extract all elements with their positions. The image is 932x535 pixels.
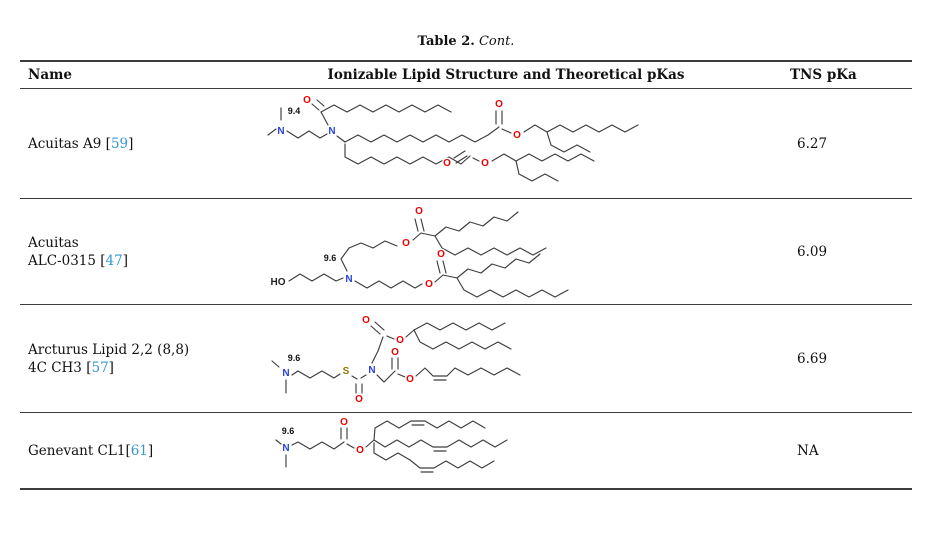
pka-label: 9.4 — [288, 106, 301, 116]
citation: [61] — [125, 443, 153, 459]
citation-number[interactable]: 61 — [130, 442, 148, 459]
citation-bracket: [ — [105, 135, 111, 152]
lipid-structure-cell: HO 9.6 N O O O O — [252, 201, 760, 303]
oxygen-atom: O — [396, 335, 404, 346]
oxygen-atom: O — [513, 130, 521, 141]
lipid-structure-cell: N 9.4 N O O O O O — [252, 94, 760, 194]
oxygen-atom: O — [415, 206, 423, 217]
lipid-name: Genevant CL1[61] — [20, 442, 252, 460]
oxygen-atom: O — [340, 417, 348, 428]
table-row: Genevant CL1[61] 9.6 N O O — [20, 413, 912, 488]
pka-label: 9.6 — [288, 353, 301, 363]
header-structure: Ionizable Lipid Structure and Theoretica… — [327, 67, 685, 83]
oxygen-atom: O — [437, 249, 445, 260]
header-tns-pka: TNS pKa — [790, 67, 857, 83]
pka-label: 9.6 — [282, 426, 295, 436]
lipid-name-text: ALC-0315 — [28, 252, 101, 269]
lipid-structure-cell: N 9.6 S O N O O O O — [252, 309, 760, 409]
tns-pka-value: NA — [797, 442, 819, 459]
oxygen-atom: O — [495, 99, 503, 110]
citation-bracket: ] — [122, 252, 129, 269]
sulfur-atom: S — [343, 366, 350, 377]
oxygen-atom: O — [356, 445, 364, 456]
lipid-structure-arcturus: N 9.6 S O N O O O O — [271, 313, 521, 406]
citation-bracket: [ — [100, 252, 106, 269]
lipid-name: Acuitas A9 [59] — [20, 135, 252, 153]
lipid-name-text: Acuitas — [28, 234, 79, 251]
citation-number[interactable]: 57 — [91, 359, 109, 376]
oxygen-atom: O — [406, 374, 414, 385]
oxygen-atom: O — [443, 158, 451, 169]
lipid-table: Name Ionizable Lipid Structure and Theor… — [20, 60, 912, 490]
tns-pka-value: 6.27 — [797, 135, 828, 152]
citation: [57] — [86, 360, 114, 376]
lipid-structure-cl1: 9.6 N O O — [275, 415, 508, 473]
row-separator-rule — [20, 412, 912, 413]
lipid-name-text: Genevant CL1 — [28, 442, 126, 459]
table-caption-cont: Cont. — [478, 34, 515, 49]
lipid-structure-alc0315: HO 9.6 N O O O O — [269, 204, 569, 298]
lipid-name-text: Arcturus Lipid 2,2 (8,8) — [28, 341, 190, 358]
lipid-name-text: Acuitas A9 — [28, 135, 106, 152]
citation-bracket: ] — [147, 442, 154, 459]
nitrogen-atom: N — [368, 365, 375, 376]
table-row: Arcturus Lipid 2,2 (8,8) 4C CH3 [57] N 9… — [20, 305, 912, 412]
table-header-row: Name Ionizable Lipid Structure and Theor… — [20, 62, 912, 88]
hydroxyl-group: HO — [271, 277, 286, 288]
oxygen-atom: O — [425, 279, 433, 290]
lipid-name: Arcturus Lipid 2,2 (8,8) 4C CH3 [57] — [20, 341, 252, 377]
citation-bracket: [ — [86, 359, 92, 376]
nitrogen-atom: N — [277, 126, 284, 137]
oxygen-atom: O — [391, 347, 399, 358]
oxygen-atom: O — [362, 315, 370, 326]
citation-number[interactable]: 47 — [105, 252, 123, 269]
lipid-structure-a9: N 9.4 N O O O O O — [267, 94, 639, 182]
tns-pka-value: 6.09 — [797, 243, 828, 260]
nitrogen-atom: N — [282, 443, 289, 454]
table-bottom-rule — [20, 488, 912, 490]
table-caption: Table 2. Cont. — [0, 34, 932, 49]
row-separator-rule — [20, 198, 912, 199]
paper-page: Table 2. Cont. Name Ionizable Lipid Stru… — [0, 34, 932, 535]
nitrogen-atom: N — [282, 368, 289, 379]
citation-bracket: ] — [108, 359, 114, 376]
header-name: Name — [28, 67, 72, 83]
table-row: Acuitas ALC-0315 [47] HO 9.6 N — [20, 199, 912, 304]
lipid-structure-cell: 9.6 N O O — [252, 415, 760, 487]
citation-number[interactable]: 59 — [110, 135, 129, 152]
lipid-name: Acuitas ALC-0315 [47] — [20, 234, 252, 270]
citation-bracket: ] — [128, 135, 134, 152]
row-separator-rule — [20, 304, 912, 305]
oxygen-atom: O — [402, 238, 410, 249]
table-caption-label: Table 2. — [417, 34, 475, 49]
oxygen-atom: O — [355, 394, 363, 405]
oxygen-atom: O — [303, 95, 311, 106]
citation-bracket: [ — [125, 442, 131, 459]
citation: [47] — [100, 253, 128, 269]
oxygen-atom: O — [481, 158, 489, 169]
citation: [59] — [106, 136, 134, 152]
header-separator-rule — [20, 88, 912, 89]
tns-pka-value: 6.69 — [797, 350, 828, 367]
nitrogen-atom: N — [328, 126, 335, 137]
table-top-rule — [20, 60, 912, 62]
pka-label: 9.6 — [324, 253, 337, 263]
table-row: Acuitas A9 [59] N 9.4 N — [20, 89, 912, 198]
nitrogen-atom: N — [345, 274, 352, 285]
lipid-name-text: 4C CH3 — [28, 359, 87, 376]
